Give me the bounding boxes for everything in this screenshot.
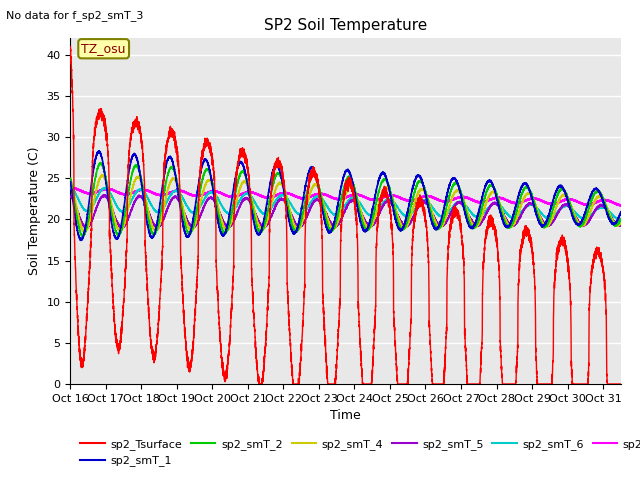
Title: SP2 Soil Temperature: SP2 Soil Temperature bbox=[264, 18, 428, 33]
X-axis label: Time: Time bbox=[330, 409, 361, 422]
Text: TZ_osu: TZ_osu bbox=[81, 42, 126, 55]
Y-axis label: Soil Temperature (C): Soil Temperature (C) bbox=[28, 147, 41, 276]
Legend: sp2_Tsurface, sp2_smT_1, sp2_smT_2, sp2_smT_4, sp2_smT_5, sp2_smT_6, sp2_smT_7: sp2_Tsurface, sp2_smT_1, sp2_smT_2, sp2_… bbox=[76, 434, 640, 471]
Text: No data for f_sp2_smT_3: No data for f_sp2_smT_3 bbox=[6, 10, 144, 21]
